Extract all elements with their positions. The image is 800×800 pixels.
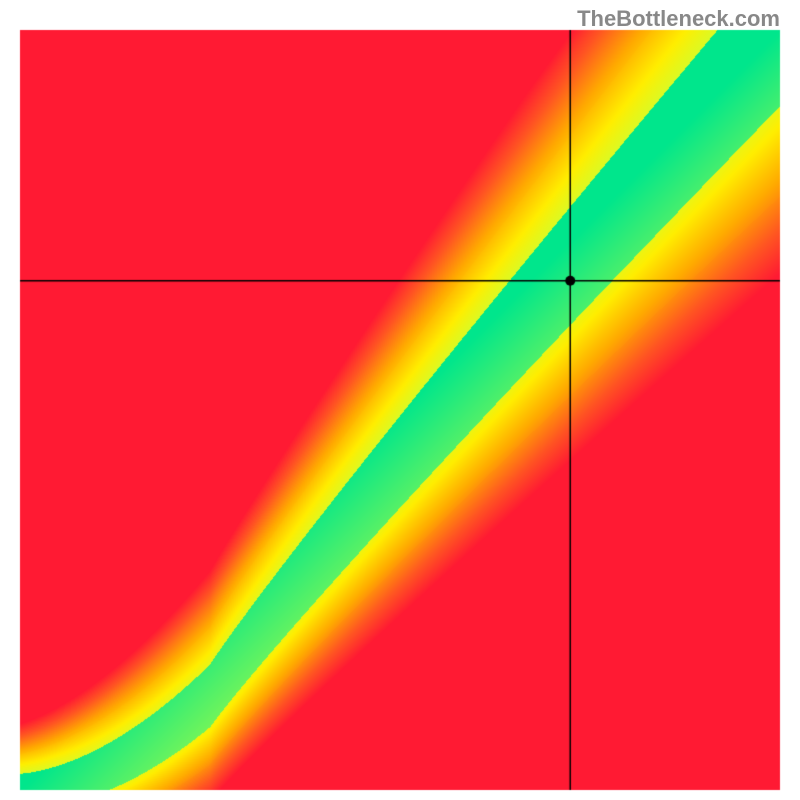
heatmap-canvas [0,0,800,800]
chart-container: TheBottleneck.com [0,0,800,800]
watermark-text: TheBottleneck.com [577,6,780,32]
